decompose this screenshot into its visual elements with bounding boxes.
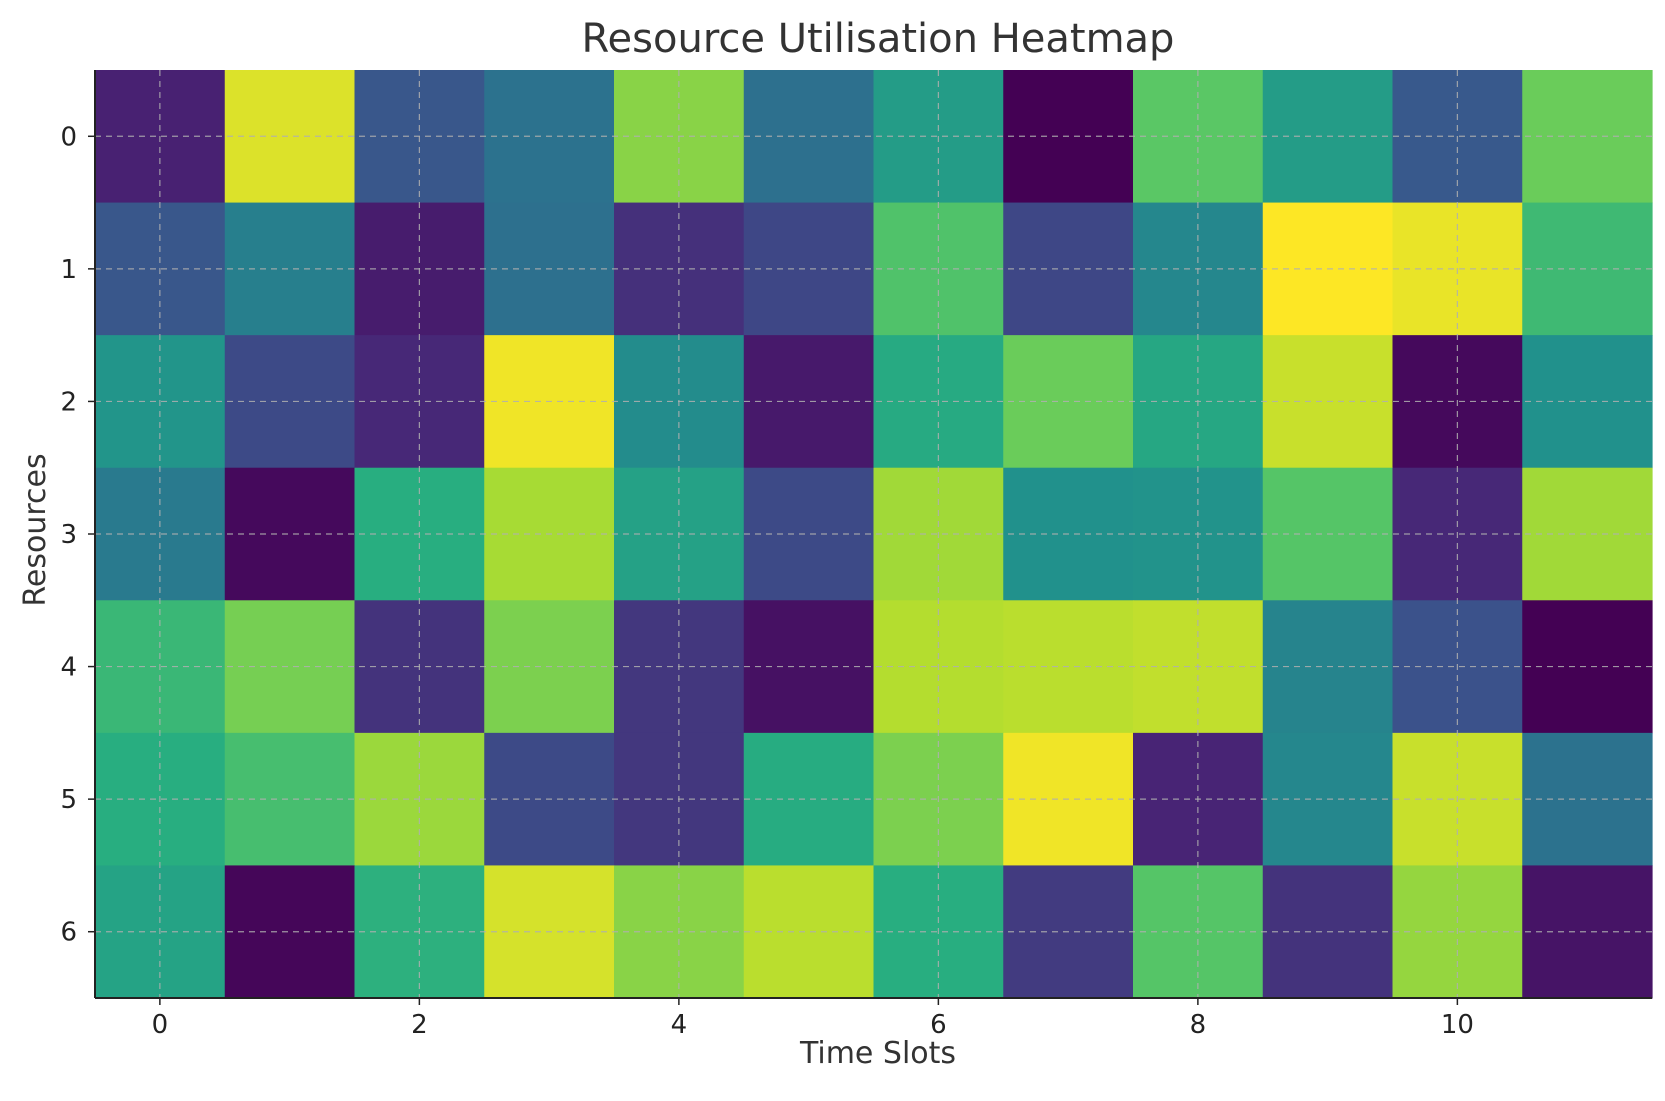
y-axis-label: Resources — [18, 453, 53, 606]
x-tick-label: 2 — [411, 1010, 428, 1040]
x-tick-label: 0 — [152, 1010, 169, 1040]
heatmap-cell — [1522, 202, 1653, 336]
x-tick-label: 8 — [1190, 1010, 1207, 1040]
heatmap-cell — [743, 865, 875, 999]
heatmap-cell — [743, 70, 875, 204]
heatmap-cell — [743, 202, 875, 336]
heatmap-cell — [743, 600, 875, 734]
heatmap-cell — [1522, 335, 1653, 469]
chart-title: Resource Utilisation Heatmap — [582, 16, 1175, 62]
x-tick-label: 6 — [930, 1010, 947, 1040]
heatmap-cell — [743, 335, 875, 469]
y-tick-label: 4 — [60, 653, 77, 683]
x-tick-label: 10 — [1441, 1010, 1474, 1040]
y-tick-label: 0 — [60, 122, 77, 152]
y-tick-label: 5 — [60, 785, 77, 815]
heatmap-cell — [224, 600, 356, 734]
heatmap-cell — [1522, 70, 1653, 204]
heatmap-cell — [1522, 600, 1653, 734]
heatmap-cell — [224, 865, 356, 999]
heatmap-cell — [1522, 467, 1653, 601]
heatmap-cell — [224, 335, 356, 469]
heatmap-cell — [224, 70, 356, 204]
heatmap-cell — [224, 202, 356, 336]
heatmap-cell — [1522, 732, 1653, 867]
x-tick-label: 4 — [671, 1010, 688, 1040]
heatmap-cell — [1522, 865, 1653, 999]
x-axis-ticks: 0 2 4 6 8 10 — [152, 998, 1474, 1040]
y-axis-ticks: 0 1 2 3 4 5 6 — [60, 122, 95, 948]
y-tick-label: 6 — [60, 918, 77, 948]
heatmap-cell — [743, 732, 875, 867]
heatmap-cell — [224, 732, 356, 867]
y-tick-label: 2 — [60, 387, 77, 417]
y-tick-label: 3 — [60, 520, 77, 550]
grid-lines — [95, 70, 1652, 998]
y-tick-label: 1 — [60, 255, 77, 285]
heatmap-cell — [743, 467, 875, 601]
x-axis-label: Time Slots — [799, 1036, 956, 1071]
heatmap-cell — [224, 467, 356, 601]
